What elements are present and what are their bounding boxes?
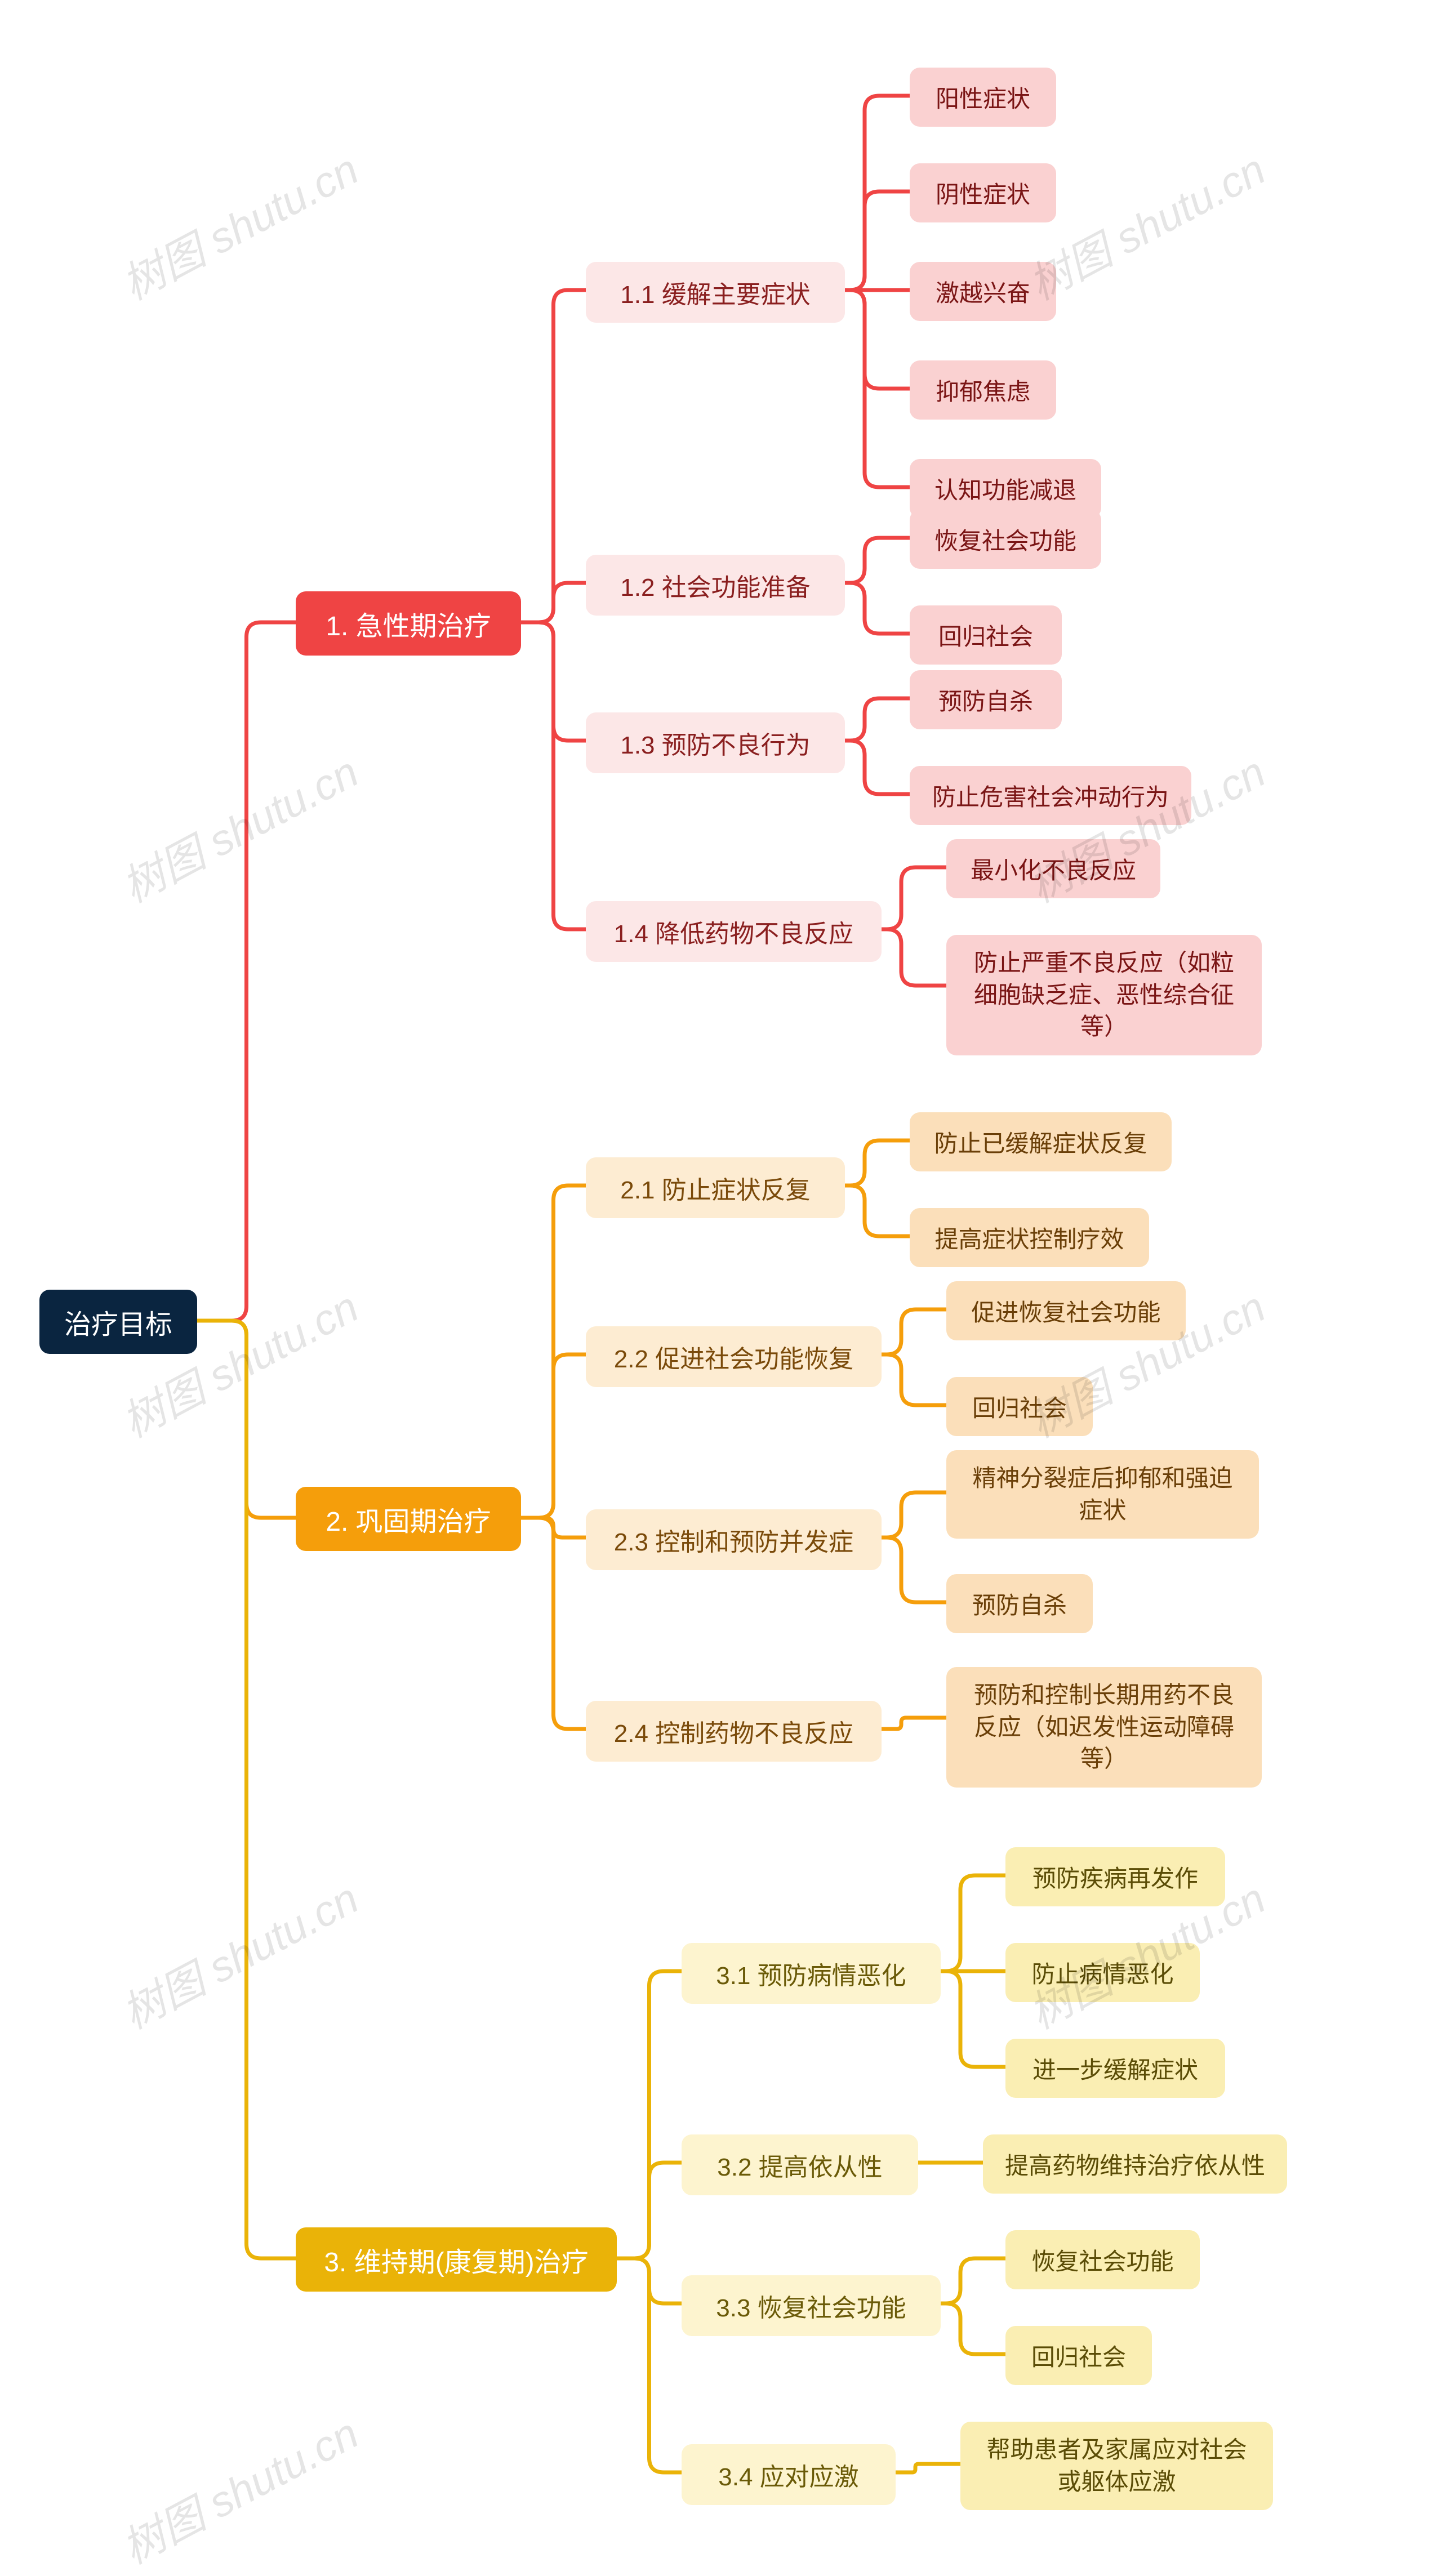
- branch-2-l2-3-leaf-0: 帮助患者及家属应对社会 或躯体应激: [960, 2422, 1273, 2510]
- branch-1-l2-0: 2.1 防止症状反复: [586, 1157, 845, 1218]
- branch-0-l2-0: 1.1 缓解主要症状: [586, 262, 845, 323]
- branch-2-l2-2: 3.3 恢复社会功能: [682, 2275, 941, 2336]
- branch-0-l2-0-leaf-2: 激越兴奋: [910, 262, 1056, 321]
- branch-1-l2-2-leaf-0: 精神分裂症后抑郁和强迫 症状: [946, 1450, 1259, 1539]
- branch-l1-1: 2. 巩固期治疗: [296, 1487, 521, 1551]
- branch-1-l2-2: 2.3 控制和预防并发症: [586, 1509, 882, 1570]
- branch-1-l2-0-leaf-1: 提高症状控制疗效: [910, 1208, 1149, 1267]
- branch-0-l2-3-leaf-1: 防止严重不良反应（如粒 细胞缺乏症、恶性综合征 等）: [946, 935, 1262, 1055]
- branch-1-l2-2-leaf-1: 预防自杀: [946, 1574, 1093, 1633]
- branch-1-l2-1-leaf-1: 回归社会: [946, 1377, 1093, 1436]
- branch-2-l2-0: 3.1 预防病情恶化: [682, 1943, 941, 2004]
- branch-l1-0: 1. 急性期治疗: [296, 591, 521, 656]
- branch-0-l2-0-leaf-0: 阳性症状: [910, 68, 1056, 127]
- branch-0-l2-0-leaf-3: 抑郁焦虑: [910, 360, 1056, 420]
- branch-0-l2-1-leaf-0: 恢复社会功能: [910, 510, 1101, 569]
- root-node: 治疗目标: [39, 1290, 197, 1354]
- branch-0-l2-1-leaf-1: 回归社会: [910, 605, 1062, 665]
- branch-l1-2: 3. 维持期(康复期)治疗: [296, 2227, 617, 2292]
- branch-1-l2-1: 2.2 促进社会功能恢复: [586, 1326, 882, 1387]
- branch-2-l2-2-leaf-0: 恢复社会功能: [1005, 2230, 1200, 2289]
- branch-1-l2-3: 2.4 控制药物不良反应: [586, 1701, 882, 1762]
- branch-0-l2-1: 1.2 社会功能准备: [586, 555, 845, 616]
- branch-2-l2-3: 3.4 应对应激: [682, 2444, 896, 2505]
- branch-2-l2-1-leaf-0: 提高药物维持治疗依从性: [983, 2134, 1287, 2194]
- branch-0-l2-3: 1.4 降低药物不良反应: [586, 901, 882, 962]
- branch-0-l2-0-leaf-1: 阴性症状: [910, 163, 1056, 222]
- branch-0-l2-2-leaf-1: 防止危害社会冲动行为: [910, 766, 1191, 825]
- branch-2-l2-0-leaf-0: 预防疾病再发作: [1005, 1847, 1225, 1906]
- branch-2-l2-0-leaf-2: 进一步缓解症状: [1005, 2039, 1225, 2098]
- watermark: 树图 shutu.cn: [109, 738, 367, 914]
- branch-0-l2-2: 1.3 预防不良行为: [586, 712, 845, 773]
- branch-1-l2-0-leaf-0: 防止已缓解症状反复: [910, 1112, 1172, 1171]
- branch-2-l2-1: 3.2 提高依从性: [682, 2134, 918, 2195]
- branch-2-l2-0-leaf-1: 防止病情恶化: [1005, 1943, 1200, 2002]
- branch-0-l2-3-leaf-0: 最小化不良反应: [946, 839, 1160, 898]
- branch-2-l2-2-leaf-1: 回归社会: [1005, 2326, 1152, 2385]
- watermark: 树图 shutu.cn: [109, 135, 367, 311]
- branch-0-l2-2-leaf-0: 预防自杀: [910, 670, 1062, 729]
- watermark: 树图 shutu.cn: [109, 2399, 367, 2575]
- watermark: 树图 shutu.cn: [109, 1864, 367, 2040]
- branch-1-l2-1-leaf-0: 促进恢复社会功能: [946, 1281, 1186, 1340]
- branch-1-l2-3-leaf-0: 预防和控制长期用药不良 反应（如迟发性运动障碍 等）: [946, 1667, 1262, 1788]
